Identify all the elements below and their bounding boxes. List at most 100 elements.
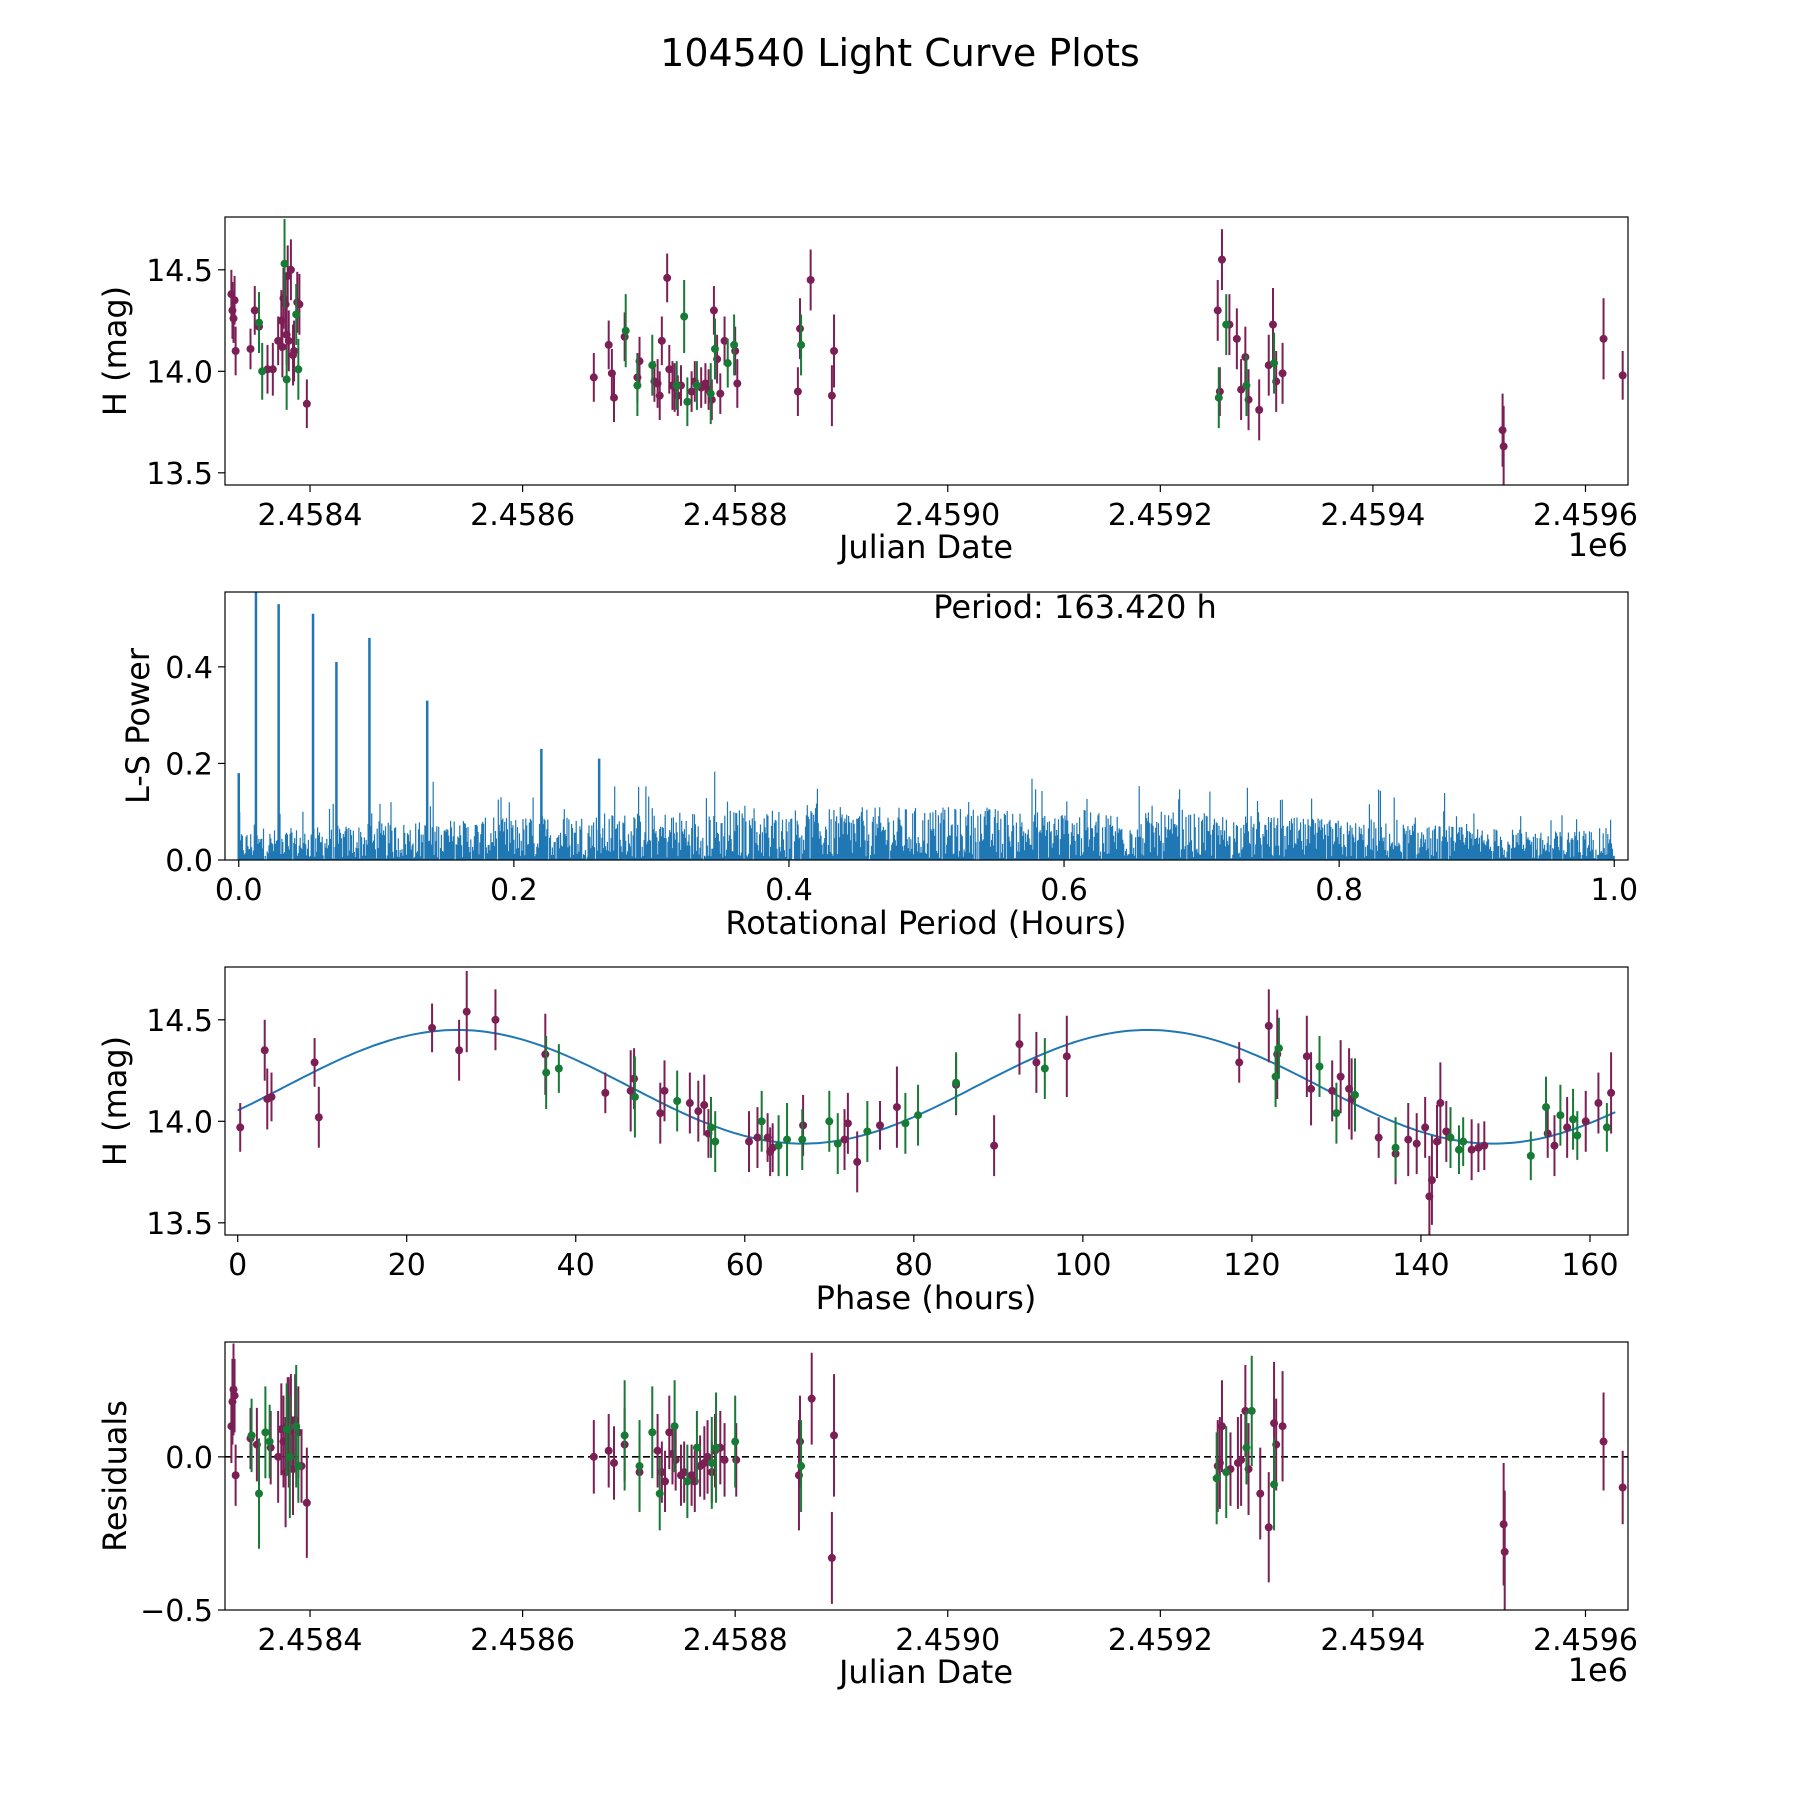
- y-tick-label: 0.2: [165, 747, 213, 782]
- lightcurve-x-ticks: 2.4584 2.4586 2.4588 2.4590 2.4592 2.4594 2.45…: [258, 485, 1638, 533]
- data-point: [231, 1471, 240, 1480]
- data-point: [1427, 1176, 1436, 1185]
- residuals-y-ticks: −0.5 0.0: [140, 1441, 225, 1629]
- data-point: [1436, 1099, 1445, 1108]
- data-point: [1332, 1109, 1341, 1118]
- data-point: [793, 387, 802, 396]
- x-tick-label: 160: [1561, 1248, 1618, 1283]
- data-point: [774, 1141, 783, 1150]
- residuals-plot-area: [225, 1343, 1628, 1610]
- data-point: [267, 1092, 276, 1101]
- y-tick-label: 0.0: [165, 844, 213, 879]
- data-point: [1242, 381, 1251, 390]
- data-point: [656, 1109, 665, 1118]
- data-point: [731, 1437, 740, 1446]
- data-point: [310, 1058, 319, 1067]
- data-point: [302, 1498, 311, 1507]
- data-point: [672, 381, 681, 390]
- data-point: [1594, 1099, 1603, 1108]
- data-point: [830, 347, 839, 355]
- x-tick-label: 0.8: [1315, 873, 1363, 908]
- data-point: [1256, 1489, 1265, 1498]
- data-point: [589, 373, 598, 382]
- y-tick-label: 14.0: [146, 1105, 213, 1140]
- data-point: [703, 1452, 712, 1461]
- data-point: [655, 1489, 664, 1498]
- data-point: [455, 1046, 464, 1055]
- data-point: [1302, 1052, 1311, 1061]
- data-point: [665, 365, 674, 374]
- x-tick-label: 2.4590: [895, 1623, 1000, 1658]
- residuals-axes-frame: [224, 1341, 1629, 1611]
- data-point: [833, 1139, 842, 1148]
- data-point: [610, 393, 619, 402]
- data-point: [840, 1135, 849, 1144]
- data-point: [853, 1157, 862, 1166]
- data-point: [797, 1462, 806, 1471]
- data-point: [827, 1553, 836, 1562]
- data-point: [990, 1141, 999, 1150]
- data-point: [1599, 334, 1608, 343]
- data-point: [753, 1133, 762, 1142]
- x-tick-label: 2.4588: [683, 1623, 788, 1658]
- data-point: [1315, 1062, 1324, 1071]
- data-point: [687, 387, 696, 396]
- y-tick-label: 0.0: [165, 1441, 213, 1476]
- data-point: [1542, 1103, 1551, 1112]
- data-point: [282, 1425, 291, 1434]
- lightcurve-y-label: H (mag): [96, 286, 134, 416]
- data-point: [1328, 1086, 1337, 1095]
- data-point: [285, 1452, 294, 1461]
- data-point: [1278, 369, 1287, 378]
- data-point: [462, 1007, 471, 1016]
- lightcurve-x-offset: 1e6: [1568, 526, 1628, 564]
- data-point: [1374, 1133, 1383, 1142]
- data-point: [286, 265, 295, 274]
- data-point: [700, 1458, 709, 1467]
- data-point: [247, 1431, 256, 1440]
- x-tick-label: 0: [228, 1248, 247, 1283]
- data-point: [295, 300, 304, 309]
- data-point: [1432, 1137, 1441, 1146]
- data-point: [1264, 1523, 1273, 1532]
- x-tick-label: 2.4590: [895, 498, 1000, 533]
- data-point: [657, 336, 666, 345]
- data-point: [292, 310, 301, 319]
- data-point: [694, 1107, 703, 1116]
- phased-x-label: Phase (hours): [816, 1279, 1037, 1317]
- data-point: [683, 1477, 692, 1486]
- data-point: [914, 1111, 923, 1120]
- residuals-y-label: Residuals: [96, 1400, 134, 1552]
- data-point: [1454, 1145, 1463, 1154]
- data-point: [626, 1086, 635, 1095]
- data-point: [1278, 1422, 1287, 1431]
- data-point: [290, 347, 299, 355]
- data-point: [661, 1477, 670, 1486]
- data-point: [283, 271, 292, 280]
- data-point: [246, 344, 255, 353]
- ls-power-line: [238, 771, 1615, 860]
- lightcurve-x-label: Julian Date: [837, 528, 1013, 566]
- data-point: [1040, 1064, 1049, 1073]
- data-point: [1351, 1090, 1360, 1099]
- x-tick-label: 60: [726, 1248, 764, 1283]
- phased-y-label: H (mag): [96, 1036, 134, 1166]
- x-tick-label: 2.4584: [258, 498, 363, 533]
- x-tick-label: 120: [1223, 1248, 1280, 1283]
- data-point: [428, 1023, 437, 1032]
- data-point: [720, 1455, 729, 1464]
- x-tick-label: 2.4588: [683, 498, 788, 533]
- data-point: [1212, 1474, 1221, 1483]
- data-point: [1307, 1084, 1316, 1093]
- x-tick-label: 140: [1392, 1248, 1449, 1283]
- phased-panel: 0 20 40 60 80 100 120 140 160 13.5 14.0 14.5 Phase…: [96, 966, 1629, 1317]
- data-point: [1618, 371, 1627, 380]
- data-point: [261, 1428, 270, 1437]
- data-point: [1499, 1520, 1508, 1529]
- data-point: [1602, 1123, 1611, 1132]
- data-point: [1235, 1058, 1244, 1067]
- data-point: [633, 381, 642, 390]
- data-point: [797, 340, 806, 349]
- data-point: [710, 344, 719, 353]
- data-point: [807, 1394, 816, 1403]
